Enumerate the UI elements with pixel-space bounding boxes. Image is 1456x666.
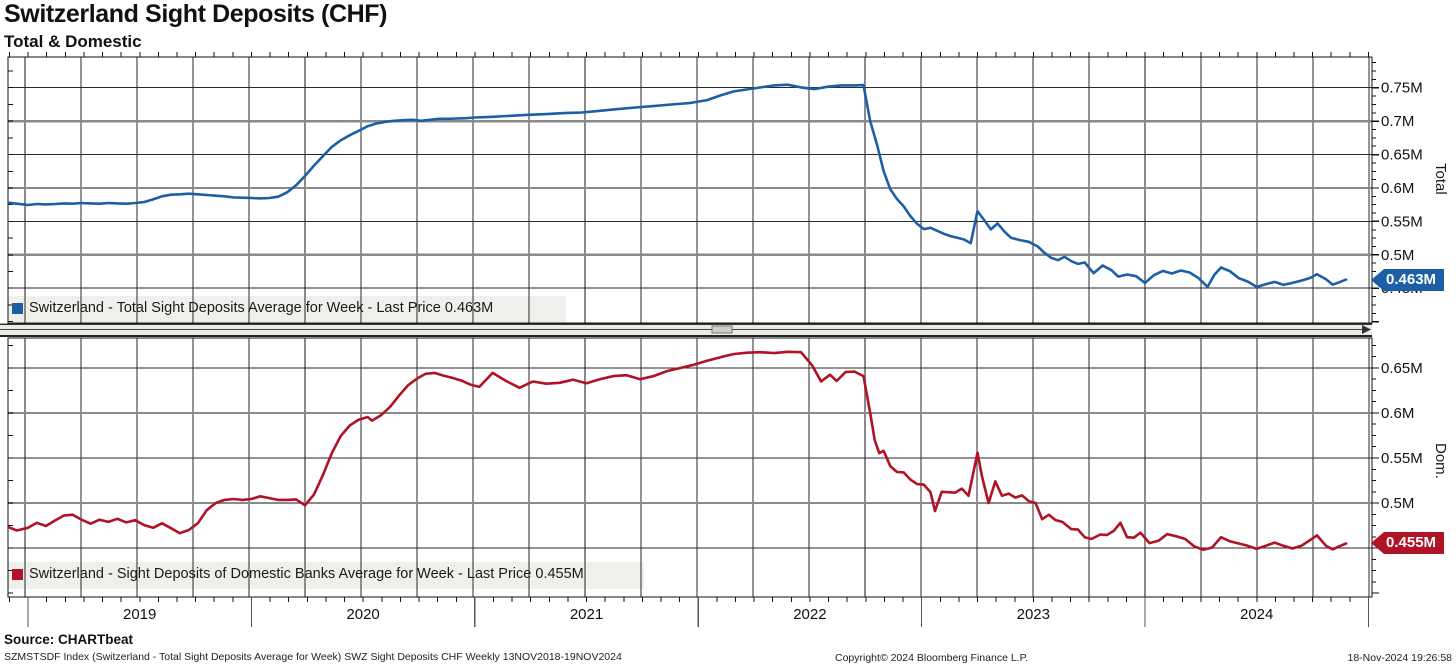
x-axis-year-label: 2023	[1017, 606, 1050, 623]
domestic-legend-row[interactable]: Switzerland - Sight Deposits of Domestic…	[12, 566, 584, 582]
y-tick-label: 0.7M	[1381, 113, 1414, 130]
y-tick-label: 0.6M	[1381, 180, 1414, 197]
y-tick-label: 0.5M	[1381, 495, 1414, 512]
render-timestamp: 18-Nov-2024 19:26:58	[1347, 652, 1453, 664]
source-label: Source: CHARTbeat	[4, 632, 134, 647]
y-tick-label: 0.55M	[1381, 450, 1423, 467]
panel-divider[interactable]	[0, 324, 1372, 337]
ticker-description: SZMSTSDF Index (Switzerland - Total Sigh…	[4, 651, 622, 663]
total-legend-row[interactable]: Switzerland - Total Sight Deposits Avera…	[12, 300, 493, 316]
copyright-notice: Copyright© 2024 Bloomberg Finance L.P.	[835, 652, 1029, 664]
y-tick-label: 0.5M	[1381, 247, 1414, 264]
y-tick-label: 0.65M	[1381, 147, 1423, 164]
page-title: Switzerland Sight Deposits (CHF)	[4, 0, 388, 28]
total-series-line[interactable]	[8, 83, 1348, 289]
panel-divider-grip[interactable]	[711, 325, 733, 334]
total-panel[interactable]	[7, 56, 1373, 324]
domestic-axis-title: Dom.	[1432, 443, 1449, 479]
x-axis-year-label: 2024	[1240, 606, 1273, 623]
total-axis-title: Total	[1432, 163, 1449, 195]
page-subtitle: Total & Domestic	[4, 32, 142, 51]
domestic-last-price-badge: 0.455M	[1371, 532, 1445, 554]
y-tick-label: 0.55M	[1381, 213, 1423, 230]
domestic-panel[interactable]	[7, 337, 1373, 598]
total-last-price-badge: 0.463M	[1371, 269, 1445, 291]
total-legend-label: Switzerland - Total Sight Deposits Avera…	[29, 300, 494, 316]
domestic-legend-label: Switzerland - Sight Deposits of Domestic…	[29, 566, 584, 582]
x-axis-year-label: 2020	[346, 606, 379, 623]
total-series-swatch-icon	[12, 302, 23, 314]
y-tick-label: 0.75M	[1381, 80, 1423, 97]
y-tick-label: 0.6M	[1381, 405, 1414, 422]
x-axis-year-label: 2022	[793, 606, 826, 623]
y-tick-label: 0.65M	[1381, 360, 1423, 377]
x-axis-year-label: 2021	[570, 606, 603, 623]
domestic-legend-strip	[8, 562, 644, 589]
domestic-series-line[interactable]	[8, 350, 1348, 552]
panel-divider-arrow-icon	[1362, 325, 1371, 334]
x-axis-year-label: 2019	[123, 606, 156, 623]
domestic-series-swatch-icon	[12, 568, 23, 580]
